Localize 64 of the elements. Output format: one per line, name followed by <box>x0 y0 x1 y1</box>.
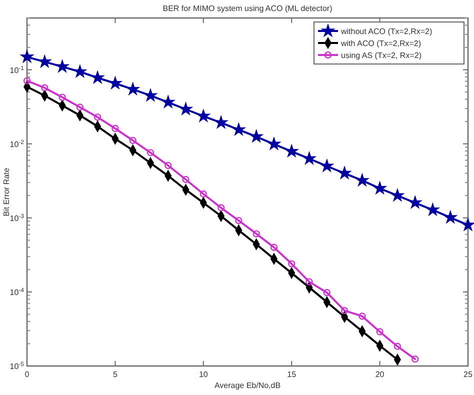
point <box>200 190 207 198</box>
point <box>20 50 34 62</box>
point <box>146 149 154 156</box>
point <box>38 55 51 68</box>
point <box>303 152 316 164</box>
point <box>356 174 368 186</box>
point <box>320 160 334 172</box>
x-tick-label: 25 <box>464 370 473 379</box>
point <box>426 204 439 216</box>
x-tick-label: 10 <box>198 370 208 379</box>
point <box>112 124 119 132</box>
y-tick-label: 10$^{-3}$ <box>10 212 25 223</box>
x-tick-label: 0 <box>24 370 30 379</box>
point <box>217 204 225 212</box>
point <box>376 328 384 336</box>
point <box>252 230 260 238</box>
point <box>56 60 68 72</box>
y-tick-label: 10$^{-1}$ <box>10 64 25 75</box>
point <box>340 307 348 314</box>
point <box>391 189 404 201</box>
x-tick-label: 5 <box>112 370 118 379</box>
y-tick-label: 10$^{-5}$ <box>10 361 25 371</box>
point <box>306 278 313 286</box>
chart-title: BER for MIMO system using ACO (ML detector) <box>162 4 333 13</box>
point <box>41 84 48 92</box>
point <box>109 76 122 89</box>
point <box>232 123 245 136</box>
point <box>91 71 104 84</box>
point <box>144 89 157 101</box>
y-tick-label: 10$^{-2}$ <box>10 138 25 149</box>
y-axis-title: Bit Error Rate <box>2 167 11 216</box>
point <box>394 342 402 350</box>
point <box>358 312 366 320</box>
x-tick-label: 20 <box>375 370 385 379</box>
point <box>285 144 298 157</box>
point <box>74 65 86 78</box>
point <box>182 176 190 184</box>
point <box>58 94 66 101</box>
point <box>250 130 262 142</box>
point <box>323 289 330 296</box>
point <box>180 102 192 115</box>
legend-label: using AS (Tx=2, Rx=2) <box>341 51 422 60</box>
point <box>214 116 228 128</box>
point <box>162 96 174 108</box>
y-tick-label: 10$^{-4}$ <box>10 286 25 297</box>
point <box>129 136 136 144</box>
point <box>338 166 351 179</box>
legend-label: with ACO (Tx=2,Rx=2) <box>340 39 422 48</box>
x-axis-title: Average Eb/No,dB <box>214 381 281 390</box>
legend-label: without ACO (Tx=2,Rx=2) <box>340 27 432 36</box>
point <box>444 211 456 223</box>
point <box>164 162 172 170</box>
point <box>408 196 422 208</box>
point <box>235 216 242 224</box>
point <box>288 260 296 268</box>
point <box>94 114 102 121</box>
point <box>126 82 139 95</box>
point <box>270 244 278 251</box>
x-tick-label: 15 <box>287 370 297 379</box>
point <box>374 182 386 194</box>
point <box>197 110 210 122</box>
point <box>76 104 84 111</box>
point <box>268 138 280 150</box>
point <box>462 218 474 230</box>
